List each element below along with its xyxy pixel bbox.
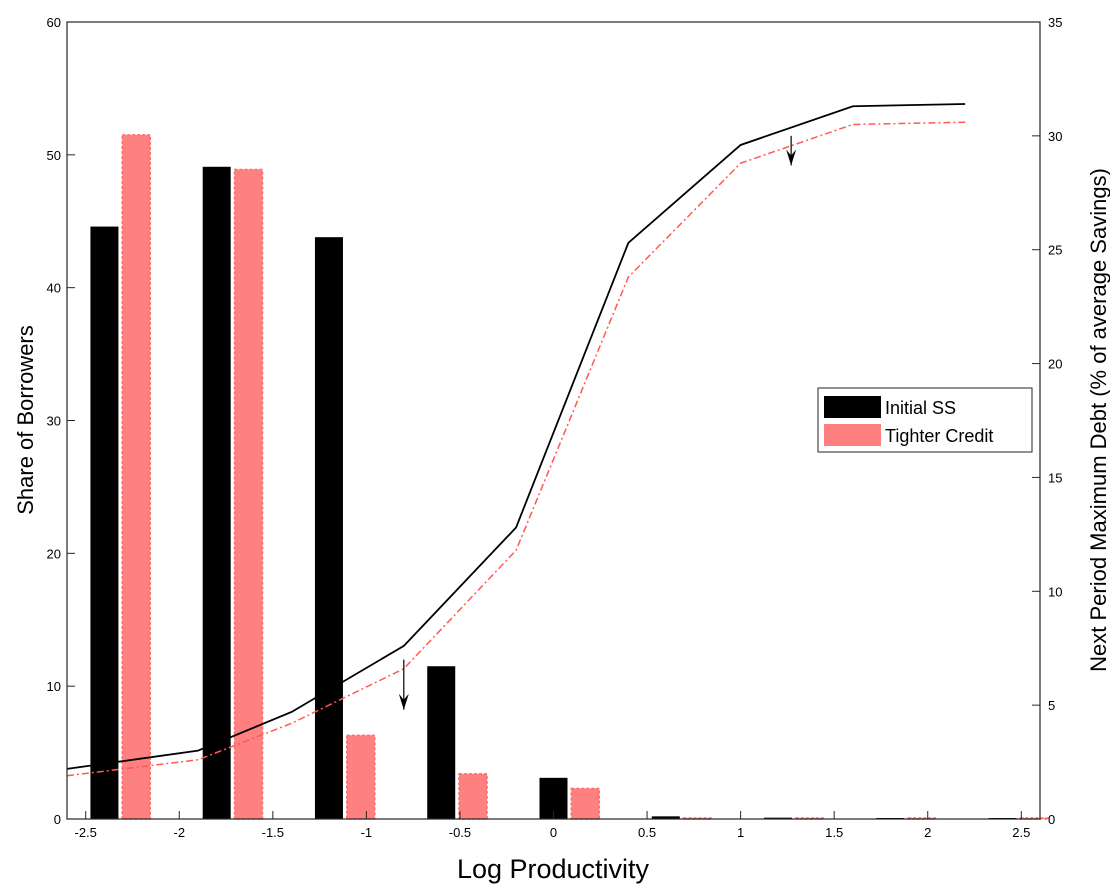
arrows-layer: [398, 135, 797, 710]
y2-tick-label: 20: [1048, 357, 1062, 372]
legend: Initial SS Tighter Credit: [817, 387, 1033, 453]
y2-tick-label: 25: [1048, 243, 1062, 258]
line-initial-ss: [66, 103, 966, 770]
y-tick-label: 20: [47, 546, 61, 561]
line-tighter-credit: [66, 121, 966, 777]
y2-axis-label: Next Period Maximum Debt (% of average S…: [1086, 168, 1110, 672]
y-tick-label: 60: [47, 15, 61, 30]
x-tick-label: 1.5: [825, 825, 843, 840]
bar-initial-ss: [427, 666, 456, 819]
bar-tighter-credit: [346, 734, 376, 820]
x-axis-label: Log Productivity: [457, 854, 650, 884]
legend-swatch-tighter-credit: [824, 424, 881, 446]
x-tick-label: 2.5: [1012, 825, 1030, 840]
bars-layer: [90, 134, 1050, 820]
bar-initial-ss: [90, 226, 119, 819]
axes-layer: -2.5 -2 -1.5 -1 -0.5 0 0.5 1 1.5 2 2.5010203040506…: [47, 15, 1063, 840]
x-tick-label: 0.5: [638, 825, 656, 840]
bar-tighter-credit: [570, 787, 601, 820]
y2-tick-label: 10: [1048, 584, 1062, 599]
bar-initial-ss: [314, 237, 343, 819]
y-tick-label: 50: [47, 148, 61, 163]
x-tick-label: -2: [173, 825, 185, 840]
bar-tighter-credit: [121, 134, 151, 820]
x-tick-label: 2: [924, 825, 931, 840]
y2-tick-label: 15: [1048, 470, 1062, 485]
bar-tighter-credit: [233, 168, 264, 820]
x-tick-label: -2.5: [75, 825, 97, 840]
y2-tick-label: 35: [1048, 15, 1062, 30]
arrow-head: [398, 693, 409, 710]
legend-label-initial-ss: Initial SS: [885, 398, 956, 418]
y-tick-label: 0: [54, 812, 61, 827]
bar-initial-ss: [764, 817, 793, 819]
x-tick-label: -1.5: [262, 825, 284, 840]
y2-tick-label: 30: [1048, 129, 1062, 144]
arrow-head: [786, 149, 797, 166]
legend-swatch-initial-ss: [824, 396, 881, 418]
x-tick-label: -1: [361, 825, 373, 840]
y-tick-label: 30: [47, 414, 61, 429]
y-axis-label: Share of Borrowers: [13, 325, 38, 515]
bar-initial-ss: [202, 166, 231, 819]
lines-layer: [66, 103, 966, 777]
x-tick-label: 0: [550, 825, 557, 840]
bar-tighter-credit: [458, 773, 488, 820]
y-tick-label: 10: [47, 679, 61, 694]
y2-tick-label: 0: [1048, 812, 1055, 827]
x-tick-label: 1: [737, 825, 744, 840]
x-tick-label: -0.5: [449, 825, 471, 840]
legend-label-tighter-credit: Tighter Credit: [885, 426, 993, 446]
y2-tick-label: 5: [1048, 698, 1055, 713]
y-tick-label: 40: [47, 281, 61, 296]
bar-initial-ss: [651, 816, 680, 819]
